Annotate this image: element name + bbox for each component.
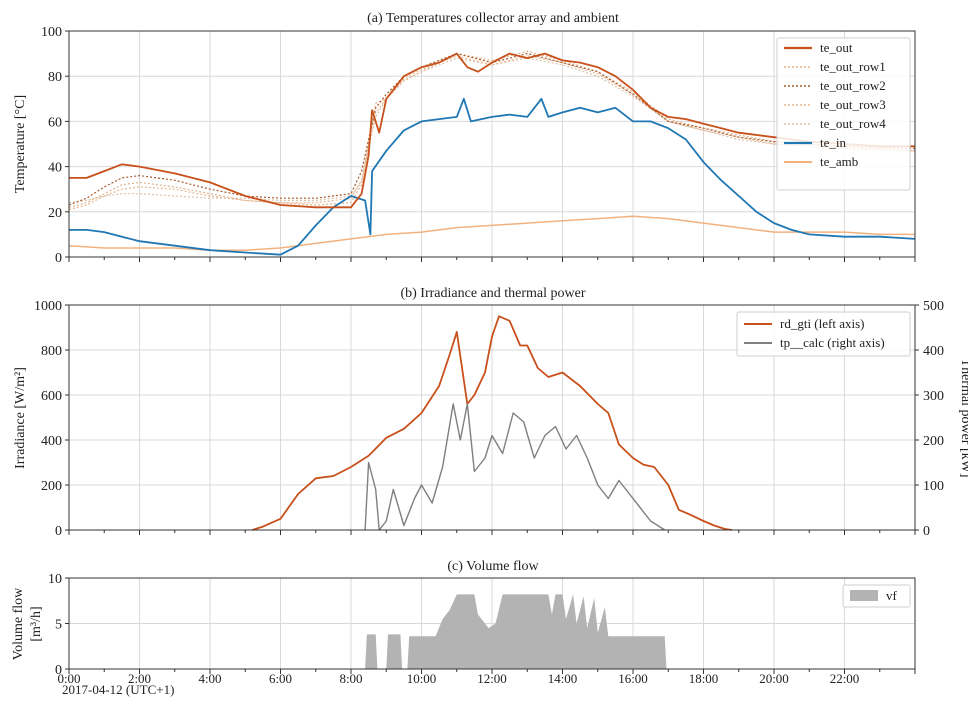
- panel-a-x-ticks: [68, 257, 916, 262]
- x-tick-label: 10:00: [407, 671, 437, 686]
- x-tick-label: 12:00: [477, 671, 507, 686]
- panel-a-legend: te_out te_out_row1 te_out_row2 te_out_row3t…: [776, 37, 911, 191]
- x-tick-label: 22:00: [830, 671, 860, 686]
- x-tick-label: 6:00: [269, 671, 292, 686]
- panel-c-y-ticks: 0 5 10: [48, 572, 69, 678]
- y-right-tick-label: 200: [923, 434, 944, 449]
- panel-c-x-ticks: [68, 669, 916, 674]
- legend-label: te_in: [820, 135, 846, 150]
- panel-b-legend-box: [736, 311, 911, 357]
- x-tick-label: 20:00: [759, 671, 789, 686]
- panel-b-x-ticks: [68, 530, 916, 535]
- series-line-tp-calc: [364, 403, 666, 531]
- y-right-tick-label: 0: [923, 524, 930, 539]
- panel-b-ylabel: Irradiance [W/m²]: [13, 367, 28, 469]
- panel-c-ylabel-line1: Volume flow: [11, 587, 26, 660]
- panel-irradiance: (b) Irradiance and thermal power 0 200 400…: [13, 286, 968, 539]
- y-tick-label: 5: [55, 618, 62, 633]
- y-tick-label: 200: [41, 479, 62, 494]
- panel-b-y-ticks-right: 0 100 200 300 400 500: [915, 299, 944, 539]
- panel-c-x-labels: 0:00 2:00 4:00 6:00 8:00 10:00 12:00 14:00 16:00…: [57, 671, 859, 686]
- panel-a-legend-box: [776, 37, 911, 191]
- y-right-tick-label: 100: [923, 479, 944, 494]
- y-tick-label: 800: [41, 344, 62, 359]
- panel-a-ylabel: Temperature [°C]: [13, 95, 28, 193]
- series-line-te-out-row2: [68, 53, 916, 206]
- x-tick-label: 2:00: [128, 671, 151, 686]
- legend-label: te_out: [820, 40, 853, 55]
- legend-label: te_out_row2: [820, 78, 886, 93]
- panel-c-title: (c) Volume flow: [447, 559, 539, 574]
- panel-a-title: (a) Temperatures collector array and amb…: [367, 11, 619, 26]
- legend-swatch: [850, 590, 878, 601]
- x-tick-label: 18:00: [689, 671, 719, 686]
- panel-c-ylabel-line2: [m³/h]: [29, 606, 44, 641]
- legend-label: te_out_row1: [820, 59, 886, 74]
- panel-a-series: [68, 50, 916, 256]
- y-tick-label: 60: [48, 115, 62, 130]
- legend-label: te_amb: [820, 154, 858, 169]
- x-tick-label: 16:00: [618, 671, 648, 686]
- legend-label: te_out_row4: [820, 116, 886, 131]
- series-line-te-out: [69, 52, 915, 209]
- y-tick-label: 10: [48, 572, 62, 587]
- panel-a-y-ticks: 0 20 40 60 80 100: [41, 25, 69, 266]
- panel-b-ylabel-right: Thermal power [kW]: [958, 359, 968, 478]
- y-tick-label: 400: [41, 434, 62, 449]
- y-tick-label: 1000: [34, 299, 62, 314]
- panel-temperatures: (a) Temperatures collector array and amb…: [13, 11, 916, 266]
- series-line-rd-gti: [252, 315, 732, 531]
- legend-label: vf: [886, 588, 898, 603]
- y-tick-label: 0: [55, 251, 62, 266]
- y-tick-label: 0: [55, 524, 62, 539]
- y-tick-label: 600: [41, 389, 62, 404]
- x-tick-label: 4:00: [198, 671, 221, 686]
- panel-b-series: [252, 315, 732, 531]
- date-label: 2017-04-12 (UTC+1): [62, 682, 174, 697]
- panel-c-series: [365, 594, 667, 669]
- panel-b-legend: rd_gti (left axis) tp__calc (right axis): [736, 311, 911, 357]
- legend-label: te_out_row3: [820, 97, 886, 112]
- panel-b-title: (b) Irradiance and thermal power: [400, 286, 585, 301]
- y-right-tick-label: 400: [923, 344, 944, 359]
- y-tick-label: 20: [48, 206, 62, 221]
- legend-label: tp__calc (right axis): [780, 335, 885, 350]
- x-tick-label: 0:00: [57, 671, 80, 686]
- series-line-te-in: [69, 97, 916, 256]
- y-right-tick-label: 500: [923, 299, 944, 314]
- y-tick-label: 40: [48, 161, 62, 176]
- series-area-vf: [365, 594, 667, 669]
- y-tick-label: 100: [41, 25, 62, 40]
- y-tick-label: 80: [48, 70, 62, 85]
- x-tick-label: 14:00: [548, 671, 578, 686]
- panel-b-y-ticks-left: 0 200 400 600 800 1000: [34, 299, 69, 539]
- x-tick-label: 8:00: [339, 671, 362, 686]
- y-tick-label: 0: [55, 663, 62, 678]
- panel-c-legend: vf: [842, 584, 911, 608]
- y-right-tick-label: 300: [923, 389, 944, 404]
- legend-label: rd_gti (left axis): [780, 316, 864, 331]
